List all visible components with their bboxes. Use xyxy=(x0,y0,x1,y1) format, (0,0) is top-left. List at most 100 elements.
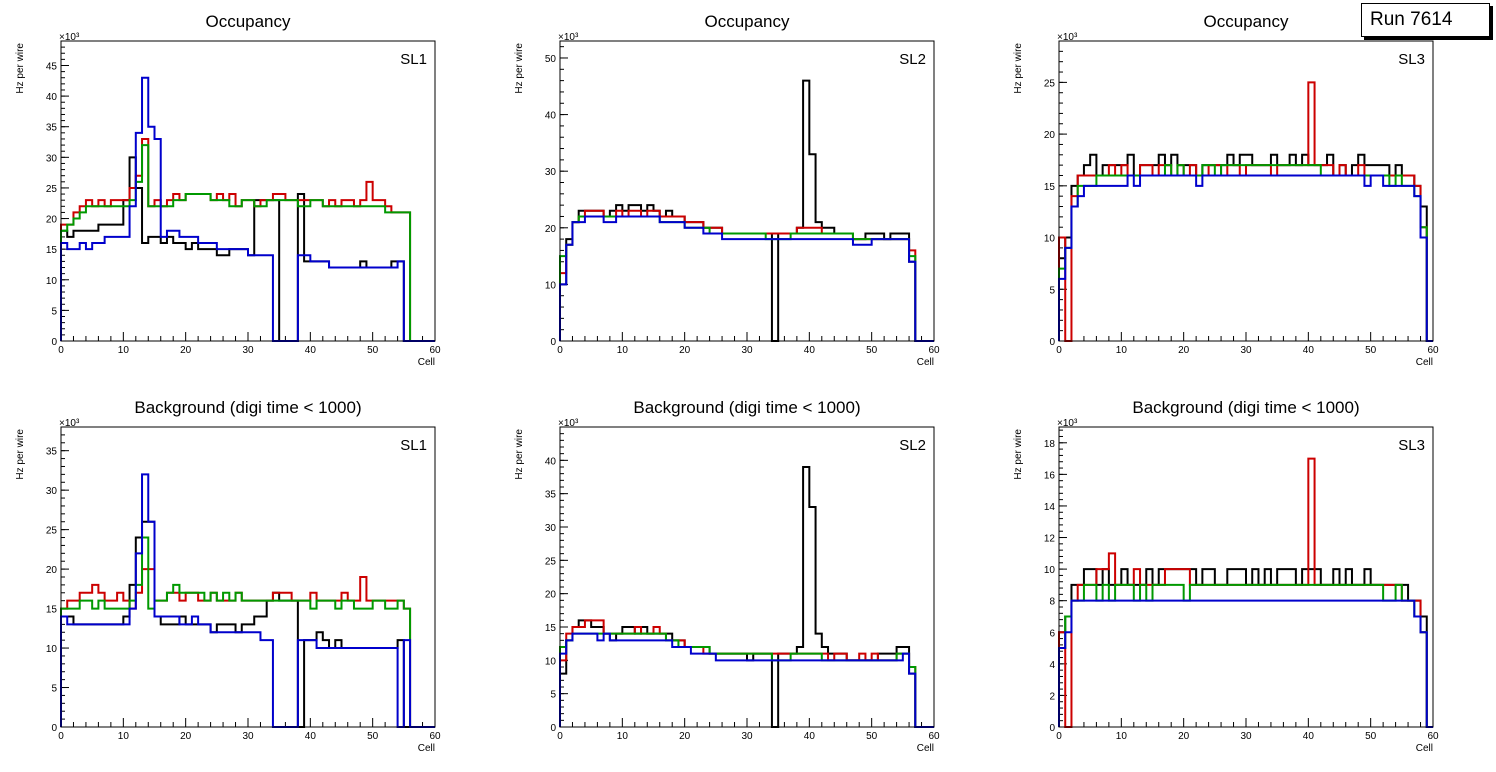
y-axis-label: Hz per wire xyxy=(514,43,525,94)
plot-frame xyxy=(559,426,935,728)
y-tick-label: 10 xyxy=(545,656,557,667)
y-exponent-label: ×10³ xyxy=(1057,32,1078,43)
panel-label: SL2 xyxy=(899,51,926,68)
chart-title: Background (digi time < 1000) xyxy=(134,398,361,417)
series-blue xyxy=(60,76,435,342)
y-tick-label: 0 xyxy=(1049,337,1055,348)
x-tick-label: 10 xyxy=(118,345,130,356)
y-exponent-label: ×10³ xyxy=(59,32,80,43)
x-tick-label: 50 xyxy=(367,731,379,742)
panel-5: Background (digi time < 1000) ×10³ Hz per … xyxy=(514,398,940,754)
y-axis-label: Hz per wire xyxy=(15,43,26,94)
panel-3: Occupancy ×10³ Hz per wire Cell SL3 0 10 20 30 40… xyxy=(1013,12,1439,368)
series-blue xyxy=(559,632,934,728)
x-tick-label: 40 xyxy=(305,731,317,742)
x-tick-label: 30 xyxy=(242,731,254,742)
x-axis-label: Cell xyxy=(1416,357,1433,368)
x-axis-label: Cell xyxy=(418,357,435,368)
x-tick-label: 30 xyxy=(741,345,753,356)
x-tick-label: 20 xyxy=(180,345,192,356)
series-blue xyxy=(559,215,934,342)
x-tick-label: 0 xyxy=(557,345,563,356)
x-tick-label: 50 xyxy=(1365,731,1377,742)
y-tick-label: 35 xyxy=(46,123,58,134)
chart-title: Background (digi time < 1000) xyxy=(633,398,860,417)
x-tick-label: 0 xyxy=(557,731,563,742)
panel-label: SL3 xyxy=(1398,51,1425,68)
y-tick-label: 45 xyxy=(46,61,58,72)
series-red xyxy=(559,209,934,342)
x-tick-label: 40 xyxy=(305,345,317,356)
x-tick-label: 60 xyxy=(1427,345,1439,356)
x-tick-label: 10 xyxy=(617,731,629,742)
x-tick-label: 30 xyxy=(242,345,254,356)
y-exponent-label: ×10³ xyxy=(1057,418,1078,429)
y-tick-label: 0 xyxy=(1049,723,1055,734)
chart-title: Occupancy xyxy=(1203,12,1289,31)
y-tick-label: 20 xyxy=(1044,130,1056,141)
x-tick-label: 10 xyxy=(1116,345,1128,356)
plot-frame xyxy=(1058,40,1434,342)
series-black xyxy=(559,466,934,728)
y-tick-label: 20 xyxy=(545,224,557,235)
y-tick-label: 15 xyxy=(46,605,58,616)
x-tick-label: 20 xyxy=(1178,731,1190,742)
x-tick-label: 50 xyxy=(866,345,878,356)
y-tick-label: 10 xyxy=(46,644,58,655)
series-green xyxy=(60,536,435,728)
series-red xyxy=(1058,81,1433,342)
panel-4: Background (digi time < 1000) ×10³ Hz per … xyxy=(15,398,441,754)
chart-title: Occupancy xyxy=(205,12,291,31)
y-tick-label: 25 xyxy=(46,184,58,195)
x-tick-label: 40 xyxy=(804,345,816,356)
y-tick-label: 10 xyxy=(46,276,58,287)
x-tick-label: 40 xyxy=(1303,731,1315,742)
x-axis-label: Cell xyxy=(917,357,934,368)
y-tick-label: 20 xyxy=(46,215,58,226)
series-green xyxy=(1058,164,1433,342)
run-number-box: Run 7614 xyxy=(1361,3,1490,37)
panel-label: SL3 xyxy=(1398,437,1425,454)
y-exponent-label: ×10³ xyxy=(558,32,579,43)
x-tick-label: 20 xyxy=(679,345,691,356)
y-tick-label: 18 xyxy=(1044,439,1056,450)
y-tick-label: 40 xyxy=(545,111,557,122)
x-tick-label: 20 xyxy=(679,731,691,742)
y-tick-label: 35 xyxy=(46,447,58,458)
panel-label: SL1 xyxy=(400,437,427,454)
x-tick-label: 60 xyxy=(429,731,441,742)
y-tick-label: 25 xyxy=(1044,78,1056,89)
series-green xyxy=(1058,583,1433,728)
x-tick-label: 40 xyxy=(804,731,816,742)
series-black xyxy=(1058,153,1433,342)
y-tick-label: 12 xyxy=(1044,534,1056,545)
y-tick-label: 20 xyxy=(46,565,58,576)
y-tick-label: 0 xyxy=(51,337,57,348)
x-tick-label: 40 xyxy=(1303,345,1315,356)
x-tick-label: 10 xyxy=(118,731,130,742)
series-black xyxy=(60,156,435,342)
x-tick-label: 30 xyxy=(1240,345,1252,356)
y-exponent-label: ×10³ xyxy=(59,418,80,429)
plot-frame xyxy=(559,40,935,342)
y-axis-label: Hz per wire xyxy=(1013,43,1024,94)
y-axis-label: Hz per wire xyxy=(514,429,525,480)
y-exponent-label: ×10³ xyxy=(558,418,579,429)
x-axis-label: Cell xyxy=(418,743,435,754)
y-tick-label: 15 xyxy=(46,245,58,256)
x-tick-label: 60 xyxy=(928,731,940,742)
y-tick-label: 35 xyxy=(545,490,557,501)
y-tick-label: 5 xyxy=(51,306,57,317)
y-tick-label: 0 xyxy=(51,723,57,734)
x-tick-label: 60 xyxy=(928,345,940,356)
x-axis-label: Cell xyxy=(917,743,934,754)
x-tick-label: 50 xyxy=(1365,345,1377,356)
y-tick-label: 15 xyxy=(1044,182,1056,193)
y-tick-label: 5 xyxy=(1049,285,1055,296)
y-tick-label: 30 xyxy=(545,167,557,178)
x-tick-label: 10 xyxy=(617,345,629,356)
panel-2: Occupancy ×10³ Hz per wire Cell SL2 0 10 20 30 40… xyxy=(514,12,940,368)
x-tick-label: 0 xyxy=(58,345,64,356)
y-tick-label: 50 xyxy=(545,54,557,65)
x-tick-label: 0 xyxy=(58,731,64,742)
